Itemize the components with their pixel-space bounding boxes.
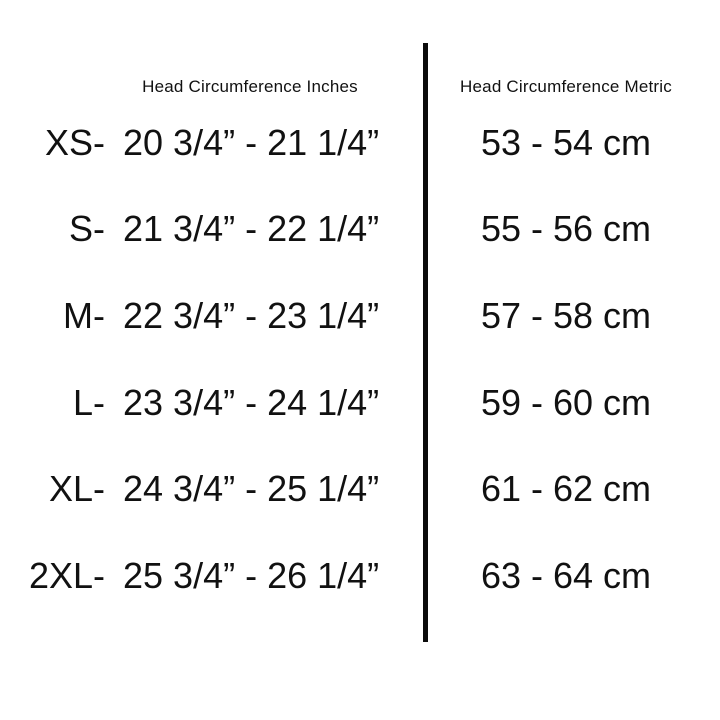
metric-range: 57 - 58 cm (480, 295, 652, 336)
table-row: 53 - 54 cm (416, 118, 716, 168)
table-row: L- 23 3/4” - 24 1/4” (0, 378, 424, 428)
inches-column-header: Head Circumference Inches (142, 77, 358, 96)
table-row: 2XL- 25 3/4” - 26 1/4” (0, 551, 424, 601)
table-row: XS- 20 3/4” - 21 1/4” (0, 118, 424, 168)
table-row: 55 - 56 cm (416, 204, 716, 254)
size-label: XS- (44, 122, 105, 163)
inches-range: 23 3/4” - 24 1/4” (123, 382, 380, 423)
size-label: S- (69, 208, 105, 249)
inches-range: 22 3/4” - 23 1/4” (123, 295, 380, 336)
metric-range: 59 - 60 cm (480, 382, 652, 423)
size-label: M- (63, 295, 105, 336)
size-label: XL- (48, 468, 105, 509)
metric-range: 63 - 64 cm (480, 555, 652, 596)
table-row: 57 - 58 cm (416, 291, 716, 341)
inches-range: 24 3/4” - 25 1/4” (123, 468, 380, 509)
table-row: 63 - 64 cm (416, 551, 716, 601)
table-row: S- 21 3/4” - 22 1/4” (0, 204, 424, 254)
table-row: 59 - 60 cm (416, 378, 716, 428)
inches-range: 20 3/4” - 21 1/4” (123, 122, 380, 163)
inches-range: 21 3/4” - 22 1/4” (123, 208, 380, 249)
metric-range: 55 - 56 cm (480, 208, 652, 249)
metric-range: 61 - 62 cm (480, 468, 652, 509)
metric-range: 53 - 54 cm (480, 122, 652, 163)
size-label: 2XL- (28, 555, 105, 596)
column-divider (423, 43, 428, 642)
table-row: M- 22 3/4” - 23 1/4” (0, 291, 424, 341)
size-label: L- (72, 382, 105, 423)
table-row: 61 - 62 cm (416, 464, 716, 514)
table-row: XL- 24 3/4” - 25 1/4” (0, 464, 424, 514)
inches-range: 25 3/4” - 26 1/4” (123, 555, 380, 596)
metric-column-header: Head Circumference Metric (460, 77, 672, 96)
